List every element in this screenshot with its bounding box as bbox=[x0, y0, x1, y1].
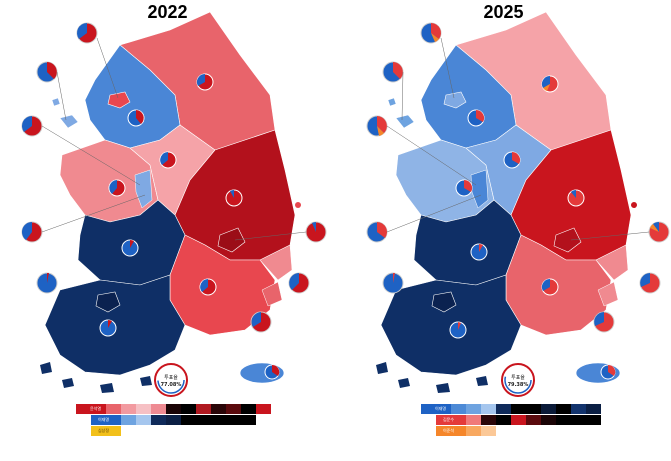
year-title-2025: 2025 bbox=[483, 2, 524, 22]
legend-row-yoon bbox=[76, 404, 271, 414]
pie-gyeongnam bbox=[199, 278, 217, 296]
region-gwangju bbox=[431, 291, 457, 313]
turnout-badge-2022 bbox=[154, 363, 188, 397]
legend-row-lee-js bbox=[436, 426, 496, 436]
pie-daejeon bbox=[366, 221, 388, 243]
region-ulleung bbox=[631, 202, 637, 208]
region-busan bbox=[261, 281, 283, 307]
pie-jeonbuk bbox=[470, 243, 488, 261]
legend-name-lee: 이재명 bbox=[98, 417, 110, 422]
pie-chungnam bbox=[108, 179, 126, 197]
region-daejeon bbox=[134, 169, 153, 209]
legend-name-lee-js: 이준석 bbox=[443, 428, 455, 433]
region-daegu bbox=[553, 227, 582, 253]
pie-jeonnam bbox=[99, 319, 117, 337]
region-daegu bbox=[217, 227, 246, 253]
legend-name-kim: 김문수 bbox=[443, 417, 455, 422]
pie-sejong bbox=[21, 115, 43, 137]
legend-name-yoon: 윤석열 bbox=[90, 406, 102, 411]
pie-jeju bbox=[600, 364, 616, 380]
pie-gyeongbuk bbox=[225, 189, 243, 207]
region-islands-sw bbox=[376, 362, 488, 393]
region-jeonnam bbox=[380, 274, 522, 376]
pie-busan bbox=[250, 311, 272, 333]
map-2022: 2022 bbox=[0, 0, 335, 461]
region-islands-sw bbox=[40, 362, 152, 393]
korea-map-2025 bbox=[366, 11, 670, 397]
pie-gyeonggi bbox=[127, 109, 145, 127]
legend-row-kim bbox=[436, 415, 616, 425]
pie-chungnam bbox=[455, 179, 473, 197]
region-ulsan bbox=[595, 244, 629, 281]
pie-incheon bbox=[36, 61, 58, 83]
pie-gwangju bbox=[382, 272, 404, 294]
pie-gyeonggi bbox=[467, 109, 485, 127]
region-incheon bbox=[387, 97, 415, 129]
map-2025: 2025 bbox=[336, 0, 671, 461]
pie-seoul bbox=[76, 22, 98, 44]
region-incheon bbox=[51, 97, 79, 129]
pie-chungbuk bbox=[503, 151, 521, 169]
legend-name-lee: 이재명 bbox=[435, 406, 447, 411]
legend-row-lee bbox=[91, 415, 271, 425]
pie-gwangju bbox=[36, 272, 58, 294]
year-title-2022: 2022 bbox=[147, 2, 188, 22]
pie-ulsan bbox=[288, 272, 310, 294]
pie-jeju bbox=[264, 364, 280, 380]
pie-gyeongnam bbox=[541, 278, 559, 296]
pie-gangwon bbox=[196, 73, 214, 91]
turnout-badge-2025 bbox=[501, 363, 535, 397]
korea-map-2022 bbox=[21, 11, 327, 397]
pie-sejong bbox=[366, 115, 388, 137]
pie-chungbuk bbox=[159, 151, 177, 169]
legend-name-sim: 심상정 bbox=[98, 428, 110, 433]
legend-2022: 윤석열 이재명 심상정 bbox=[76, 404, 271, 440]
pie-daejeon bbox=[21, 221, 43, 243]
pie-daegu bbox=[648, 221, 670, 243]
pie-gyeongbuk bbox=[567, 189, 585, 207]
legend-row-lee bbox=[421, 404, 616, 414]
pie-jeonbuk bbox=[121, 239, 139, 257]
legend-2025: 이재명 김문수 이준석 bbox=[421, 404, 616, 440]
region-gwangju bbox=[95, 291, 121, 313]
legend-row-sim bbox=[91, 426, 121, 436]
pie-daegu bbox=[305, 221, 327, 243]
pie-gangwon bbox=[541, 75, 559, 93]
region-seoul bbox=[443, 91, 467, 109]
pie-incheon bbox=[382, 61, 404, 83]
region-busan bbox=[597, 281, 619, 307]
region-ulsan bbox=[259, 244, 293, 281]
pie-ulsan bbox=[639, 272, 661, 294]
pie-jeonnam bbox=[449, 321, 467, 339]
region-seoul bbox=[107, 91, 131, 109]
pie-seoul bbox=[420, 22, 442, 44]
region-ulleung bbox=[295, 202, 301, 208]
pie-busan bbox=[593, 311, 615, 333]
